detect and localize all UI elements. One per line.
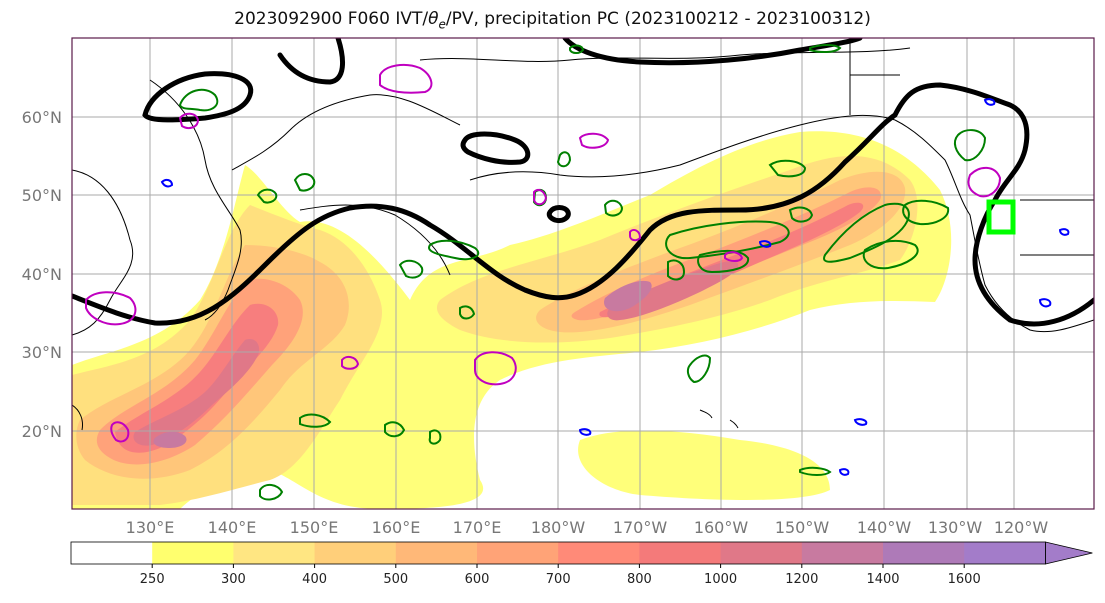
colorbar-segment	[152, 542, 234, 564]
colorbar-tick-label: 400	[302, 572, 327, 587]
colorbar-segment	[71, 542, 153, 564]
colorbar-segment	[801, 542, 884, 564]
ivt-band-250-b	[578, 430, 830, 500]
lon-label-150w: 150°W	[775, 518, 830, 537]
lon-label-160w: 160°W	[694, 518, 749, 537]
colorbar-segment	[964, 542, 1046, 564]
map-plot-area	[72, 38, 1094, 509]
lon-label-130e: 130°E	[126, 518, 175, 537]
colorbar-tick-label: 1600	[948, 572, 981, 587]
colorbar-tick-label: 1200	[785, 572, 818, 587]
colorbar-extend-arrow	[1045, 541, 1093, 565]
lat-label-50: 50°N	[22, 186, 62, 205]
lat-label-40: 40°N	[22, 265, 62, 284]
colorbar-tick-label: 600	[465, 572, 490, 587]
lon-label-180w: 180°W	[531, 518, 586, 537]
colorbar-tick-label: 1000	[704, 572, 737, 587]
lon-label-170e: 170°E	[453, 518, 502, 537]
colorbar-tick-label: 300	[221, 572, 246, 587]
colorbar-segment	[639, 542, 722, 564]
lon-label-140e: 140°E	[208, 518, 257, 537]
lon-label-160e: 160°E	[372, 518, 421, 537]
colorbar-segment	[233, 542, 316, 564]
lon-label-150e: 150°E	[290, 518, 339, 537]
lat-label-30: 30°N	[22, 343, 62, 362]
colorbar: 250 300 400 500 600 700 800 1000 1200 1400 1600	[70, 541, 1093, 587]
highlight-box	[986, 199, 1016, 235]
colorbar-tick-label: 1400	[866, 572, 899, 587]
ivt-band-400	[76, 171, 906, 479]
pv-contours	[85, 63, 1002, 443]
colorbar-segment	[477, 542, 559, 564]
map-title: 2023092900 F060 IVT/θe/PV, precipitation…	[234, 9, 871, 32]
lon-label-170w: 170°W	[613, 518, 668, 537]
lon-label-130w: 130°W	[928, 518, 983, 537]
colorbar-tick-label: 250	[140, 572, 165, 587]
map-frame	[71, 37, 1095, 510]
lon-label-140w: 140°W	[857, 518, 912, 537]
colorbar-segment	[558, 542, 640, 564]
colorbar-segment	[883, 542, 965, 564]
colorbar-tick-label: 500	[383, 572, 408, 587]
colorbar-tick-label: 800	[627, 572, 652, 587]
precip-contours	[160, 98, 1070, 476]
lon-label-120w: 120°W	[994, 518, 1049, 537]
ivt-band-800	[115, 202, 864, 453]
colorbar-segment	[395, 542, 478, 564]
ivt-shading	[72, 131, 952, 509]
lat-label-60: 60°N	[22, 108, 62, 127]
colorbar-segment	[720, 542, 803, 564]
graticule	[72, 38, 1094, 509]
lat-label-20: 20°N	[22, 422, 62, 441]
longitude-labels: 130°E 140°E 150°E 160°E 170°E 180°W 170°…	[126, 518, 1049, 537]
colorbar-tick-label: 700	[546, 572, 571, 587]
colorbar-segment	[314, 542, 397, 564]
latitude-labels: 60°N 50°N 40°N 30°N 20°N	[22, 108, 62, 441]
